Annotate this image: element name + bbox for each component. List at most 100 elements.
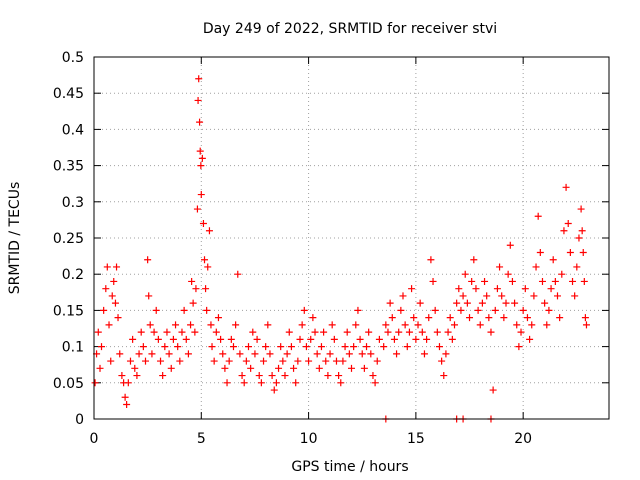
data-point (172, 321, 180, 329)
data-point (429, 277, 437, 285)
data-point (270, 386, 278, 394)
y-tick-label: 0.15 (53, 303, 84, 319)
data-point (94, 328, 102, 336)
data-point (384, 328, 392, 336)
data-point (442, 350, 450, 358)
data-point (538, 277, 546, 285)
data-point (414, 321, 422, 329)
data-point (341, 343, 349, 351)
data-point (444, 328, 452, 336)
data-point (107, 357, 115, 365)
data-point (192, 285, 200, 293)
data-point (541, 299, 549, 307)
data-point (191, 328, 199, 336)
data-point (317, 343, 325, 351)
data-point (562, 183, 570, 191)
data-point (208, 343, 216, 351)
y-tick-label: 0.5 (62, 50, 84, 66)
data-point (472, 285, 480, 293)
data-point (369, 372, 377, 380)
data-point (356, 335, 364, 343)
data-point (556, 314, 564, 322)
data-point (157, 357, 165, 365)
data-point (212, 328, 220, 336)
data-point (108, 292, 116, 300)
data-point (390, 335, 398, 343)
grid-layer (94, 57, 609, 419)
data-point (234, 270, 242, 278)
data-point (515, 343, 523, 351)
data-point (257, 379, 265, 387)
data-point (573, 263, 581, 271)
data-point (113, 263, 121, 271)
data-point (203, 306, 211, 314)
data-point (461, 270, 469, 278)
data-point (174, 343, 182, 351)
data-point (433, 328, 441, 336)
data-point (345, 350, 353, 358)
data-point (100, 306, 108, 314)
data-point (582, 321, 590, 329)
data-point (577, 205, 585, 213)
data-point (526, 335, 534, 343)
data-point (196, 147, 204, 155)
data-point (493, 285, 501, 293)
data-point (382, 321, 390, 329)
data-point (498, 292, 506, 300)
data-point (517, 328, 525, 336)
data-point (247, 364, 255, 372)
data-point (455, 285, 463, 293)
data-point (207, 321, 215, 329)
data-point (332, 357, 340, 365)
data-point (476, 321, 484, 329)
data-point (187, 321, 195, 329)
data-point (423, 335, 431, 343)
y-tick-label: 0.2 (62, 267, 84, 283)
data-point (478, 299, 486, 307)
data-point (169, 335, 177, 343)
data-point (448, 335, 456, 343)
data-point (511, 299, 519, 307)
data-point (397, 306, 405, 314)
data-point (229, 343, 237, 351)
data-point (300, 306, 308, 314)
data-point (176, 357, 184, 365)
data-point (580, 277, 588, 285)
data-point (131, 364, 139, 372)
data-point (223, 379, 231, 387)
data-point (315, 364, 323, 372)
data-point (165, 350, 173, 358)
data-point (523, 314, 531, 322)
data-point (98, 343, 106, 351)
data-point (519, 306, 527, 314)
data-point (500, 314, 508, 322)
data-point (393, 350, 401, 358)
data-point (412, 335, 420, 343)
plot-border (93, 56, 610, 420)
data-point (135, 350, 143, 358)
data-point (463, 299, 471, 307)
data-point (466, 314, 474, 322)
data-point (245, 343, 252, 351)
data-point (431, 306, 439, 314)
data-point (363, 343, 371, 351)
data-point (277, 343, 285, 351)
data-point (373, 357, 381, 365)
data-point (145, 292, 153, 300)
data-point (579, 248, 587, 256)
data-point (328, 321, 336, 329)
data-point (410, 314, 418, 322)
data-point (144, 256, 152, 264)
data-point (496, 263, 504, 271)
data-point (459, 292, 467, 300)
data-point (123, 401, 131, 409)
data-point (290, 364, 298, 372)
data-point (236, 350, 244, 358)
data-point (163, 328, 171, 336)
data-point (255, 372, 263, 380)
data-point (457, 306, 465, 314)
data-point (305, 357, 313, 365)
data-point (285, 328, 293, 336)
data-point (386, 299, 394, 307)
data-point (118, 372, 126, 380)
